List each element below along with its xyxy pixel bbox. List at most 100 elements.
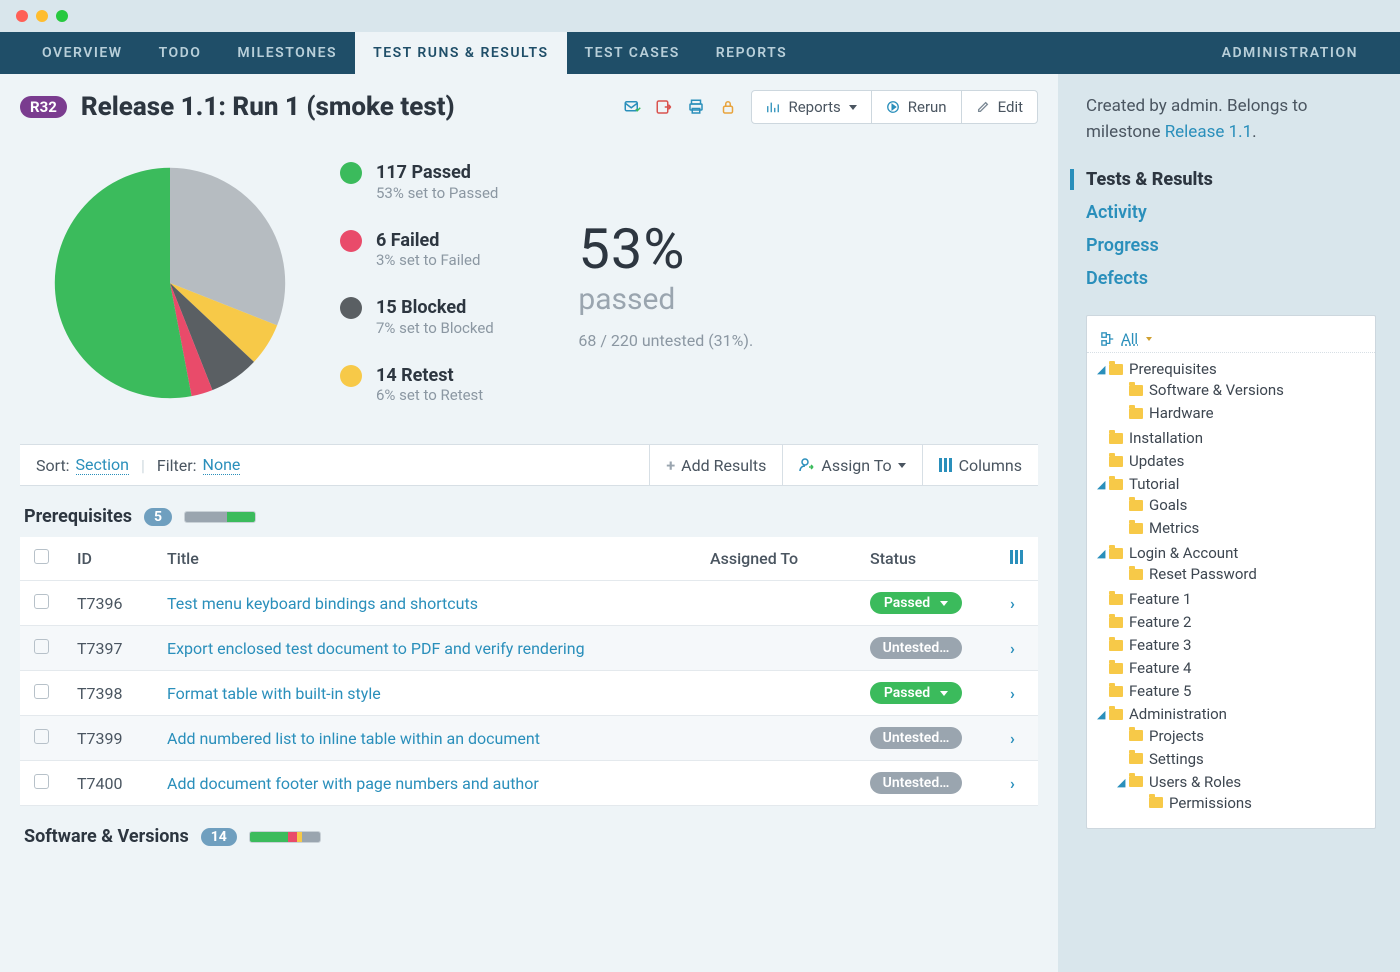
row-expand-icon[interactable]: › <box>1010 684 1015 703</box>
legend-row: 117 Passed 53% set to Passed <box>340 162 498 202</box>
add-results-button[interactable]: + Add Results <box>650 445 783 485</box>
status-pill[interactable]: Passed <box>870 592 962 614</box>
test-id: T7396 <box>63 581 153 626</box>
subscribe-icon[interactable] <box>623 98 641 116</box>
reports-button[interactable]: Reports <box>752 91 871 123</box>
test-title-link[interactable]: Format table with built-in style <box>167 684 381 703</box>
status-pill[interactable]: Passed <box>870 682 962 704</box>
tree-toggle-icon[interactable]: ◢ <box>1117 776 1127 789</box>
nav-overview[interactable]: OVERVIEW <box>24 32 141 74</box>
section-count: 14 <box>201 828 237 846</box>
tree-node[interactable]: Updates <box>1097 449 1375 472</box>
tree-node[interactable]: Feature 5 <box>1097 679 1375 702</box>
lock-icon[interactable] <box>719 98 737 116</box>
tree-label: Feature 3 <box>1129 636 1191 654</box>
tree-node[interactable]: ◢TutorialGoalsMetrics <box>1097 472 1375 541</box>
folder-icon <box>1109 364 1123 375</box>
sidenav-defects[interactable]: Defects <box>1086 268 1376 289</box>
nav-administration[interactable]: ADMINISTRATION <box>1204 32 1376 74</box>
status-pill[interactable]: Untested… <box>870 637 962 659</box>
close-icon[interactable] <box>16 10 28 22</box>
tree-node[interactable]: Installation <box>1097 426 1375 449</box>
page-title: Release 1.1: Run 1 (smoke test) <box>81 92 610 122</box>
status-legend: 117 Passed 53% set to Passed 6 Failed 3%… <box>340 162 498 404</box>
legend-label: 6 Failed <box>376 230 480 252</box>
assign-to-button[interactable]: Assign To <box>783 445 922 485</box>
maximize-icon[interactable] <box>56 10 68 22</box>
folder-icon <box>1109 456 1123 467</box>
test-title-link[interactable]: Add document footer with page numbers an… <box>167 774 539 793</box>
section-tree: ◢PrerequisitesSoftware & VersionsHardwar… <box>1087 357 1375 818</box>
legend-sub: 3% set to Failed <box>376 251 480 269</box>
test-title-link[interactable]: Test menu keyboard bindings and shortcut… <box>167 594 478 613</box>
tree-label: Installation <box>1129 429 1203 447</box>
milestone-link[interactable]: Release 1.1 <box>1165 122 1252 142</box>
row-expand-icon[interactable]: › <box>1010 639 1015 658</box>
tree-node[interactable]: Feature 4 <box>1097 656 1375 679</box>
folder-icon <box>1109 433 1123 444</box>
row-checkbox[interactable] <box>34 774 49 789</box>
nav-milestones[interactable]: MILESTONES <box>219 32 355 74</box>
nav-reports[interactable]: REPORTS <box>698 32 805 74</box>
sidenav-progress[interactable]: Progress <box>1086 235 1376 256</box>
edit-button[interactable]: Edit <box>962 91 1037 123</box>
rerun-button[interactable]: Rerun <box>872 91 962 123</box>
filter-value-link[interactable]: None <box>203 455 241 475</box>
tree-node[interactable]: ◢Users & RolesPermissions <box>1117 770 1375 816</box>
row-checkbox[interactable] <box>34 684 49 699</box>
nav-test-cases[interactable]: TEST CASES <box>567 32 698 74</box>
legend-label: 15 Blocked <box>376 297 494 319</box>
tree-node[interactable]: Reset Password <box>1117 562 1375 585</box>
sidenav-activity[interactable]: Activity <box>1086 202 1376 223</box>
minimize-icon[interactable] <box>36 10 48 22</box>
row-expand-icon[interactable]: › <box>1010 774 1015 793</box>
sidenav-tests-results[interactable]: Tests & Results <box>1070 169 1376 190</box>
tree-node[interactable]: Permissions <box>1137 791 1375 814</box>
section-header: Prerequisites 5 <box>0 486 1058 537</box>
tree-node[interactable]: ◢Login & AccountReset Password <box>1097 541 1375 587</box>
row-expand-icon[interactable]: › <box>1010 594 1015 613</box>
tree-node[interactable]: Projects <box>1117 724 1375 747</box>
tree-label: Goals <box>1149 496 1187 514</box>
nav-test-runs-results[interactable]: TEST RUNS & RESULTS <box>355 32 566 74</box>
tree-node[interactable]: ◢AdministrationProjectsSettings◢Users & … <box>1097 702 1375 817</box>
tree-toggle-icon[interactable]: ◢ <box>1097 478 1107 491</box>
titlebar <box>0 0 1400 32</box>
print-icon[interactable] <box>687 98 705 116</box>
tree-toggle-icon[interactable]: ◢ <box>1097 708 1107 721</box>
columns-button[interactable]: Columns <box>923 445 1038 485</box>
table-row: T7399 Add numbered list to inline table … <box>20 716 1038 761</box>
folder-icon <box>1109 663 1123 674</box>
test-id: T7397 <box>63 626 153 671</box>
test-title-link[interactable]: Add numbered list to inline table within… <box>167 729 540 748</box>
tree-node[interactable]: Feature 3 <box>1097 633 1375 656</box>
tree-toggle-icon[interactable]: ◢ <box>1097 363 1107 376</box>
tree-node[interactable]: ◢PrerequisitesSoftware & VersionsHardwar… <box>1097 357 1375 426</box>
row-checkbox[interactable] <box>34 639 49 654</box>
legend-label: 117 Passed <box>376 162 498 184</box>
status-pill[interactable]: Untested… <box>870 772 962 794</box>
section-count: 5 <box>144 508 172 526</box>
status-pill[interactable]: Untested… <box>870 727 962 749</box>
test-title-link[interactable]: Export enclosed test document to PDF and… <box>167 639 585 658</box>
sort-value-link[interactable]: Section <box>76 455 129 475</box>
tree-node[interactable]: Feature 2 <box>1097 610 1375 633</box>
tree-node[interactable]: Settings <box>1117 747 1375 770</box>
tree-all-link[interactable]: All <box>1087 326 1375 353</box>
test-id: T7399 <box>63 716 153 761</box>
run-meta: Created by admin. Belongs to milestone R… <box>1086 94 1376 145</box>
tree-node[interactable]: Goals <box>1117 493 1375 516</box>
row-checkbox[interactable] <box>34 594 49 609</box>
tree-node[interactable]: Hardware <box>1117 401 1375 424</box>
row-checkbox[interactable] <box>34 729 49 744</box>
row-expand-icon[interactable]: › <box>1010 729 1015 748</box>
columns-config-icon[interactable] <box>1010 550 1024 564</box>
nav-todo[interactable]: TODO <box>141 32 220 74</box>
export-icon[interactable] <box>655 98 673 116</box>
test-id: T7398 <box>63 671 153 716</box>
tree-node[interactable]: Software & Versions <box>1117 378 1375 401</box>
select-all-checkbox[interactable] <box>34 549 49 564</box>
tree-toggle-icon[interactable]: ◢ <box>1097 547 1107 560</box>
tree-node[interactable]: Metrics <box>1117 516 1375 539</box>
tree-node[interactable]: Feature 1 <box>1097 587 1375 610</box>
